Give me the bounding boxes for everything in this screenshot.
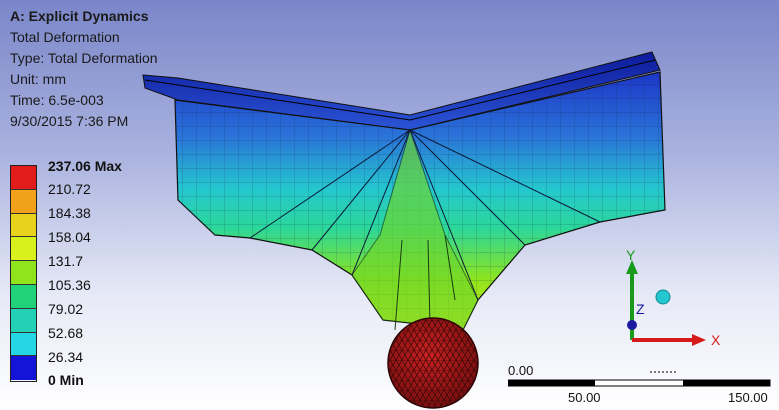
model-top-rim <box>142 51 661 131</box>
legend-band <box>11 237 36 262</box>
model-funnel-body <box>174 71 666 333</box>
legend-band <box>11 356 36 381</box>
z-axis-label: Z <box>636 301 645 317</box>
legend-label: 210.72 <box>48 181 91 197</box>
legend-band <box>11 213 36 238</box>
y-axis-arrow <box>626 260 638 274</box>
z-axis-dot <box>627 320 637 330</box>
x-axis-label: X <box>711 332 721 348</box>
legend-band <box>11 261 36 285</box>
legend-min-label: 0 Min <box>48 372 84 388</box>
result-time: Time: 6.5e-003 <box>10 92 104 108</box>
legend-color-bar <box>10 165 37 382</box>
result-name: Total Deformation <box>10 29 120 45</box>
axis-triad <box>626 260 706 346</box>
x-axis-arrow <box>692 334 706 346</box>
legend-label: 158.04 <box>48 229 91 245</box>
y-axis-label: Y <box>626 247 636 263</box>
scale-label-end: 150.00 <box>728 390 768 405</box>
scale-bar-graphic <box>508 371 771 387</box>
legend-band <box>11 308 36 333</box>
legend-label: 52.68 <box>48 325 84 341</box>
result-timestamp: 9/30/2015 7:36 PM <box>10 113 129 129</box>
legend-band <box>11 284 36 309</box>
result-info-block: A: Explicit Dynamics Total Deformation T… <box>10 6 158 132</box>
projectile-sphere <box>387 317 479 409</box>
scale-label-start: 0.00 <box>508 363 534 378</box>
result-type: Type: Total Deformation <box>10 50 158 66</box>
analysis-title: A: Explicit Dynamics <box>10 8 149 24</box>
legend-max-label: 237.06 Max <box>48 158 122 174</box>
result-unit: Unit: mm <box>10 71 66 87</box>
legend-label: 184.38 <box>48 205 91 221</box>
legend-label: 105.36 <box>48 277 91 293</box>
legend-band <box>11 332 36 357</box>
legend-band <box>11 166 36 190</box>
scale-label-mid: 50.00 <box>568 390 601 405</box>
view-sphere <box>655 289 671 305</box>
legend-label: 26.34 <box>48 349 84 365</box>
legend-band <box>11 189 36 214</box>
legend-label: 79.02 <box>48 301 84 317</box>
legend-label: 131.7 <box>48 253 84 269</box>
